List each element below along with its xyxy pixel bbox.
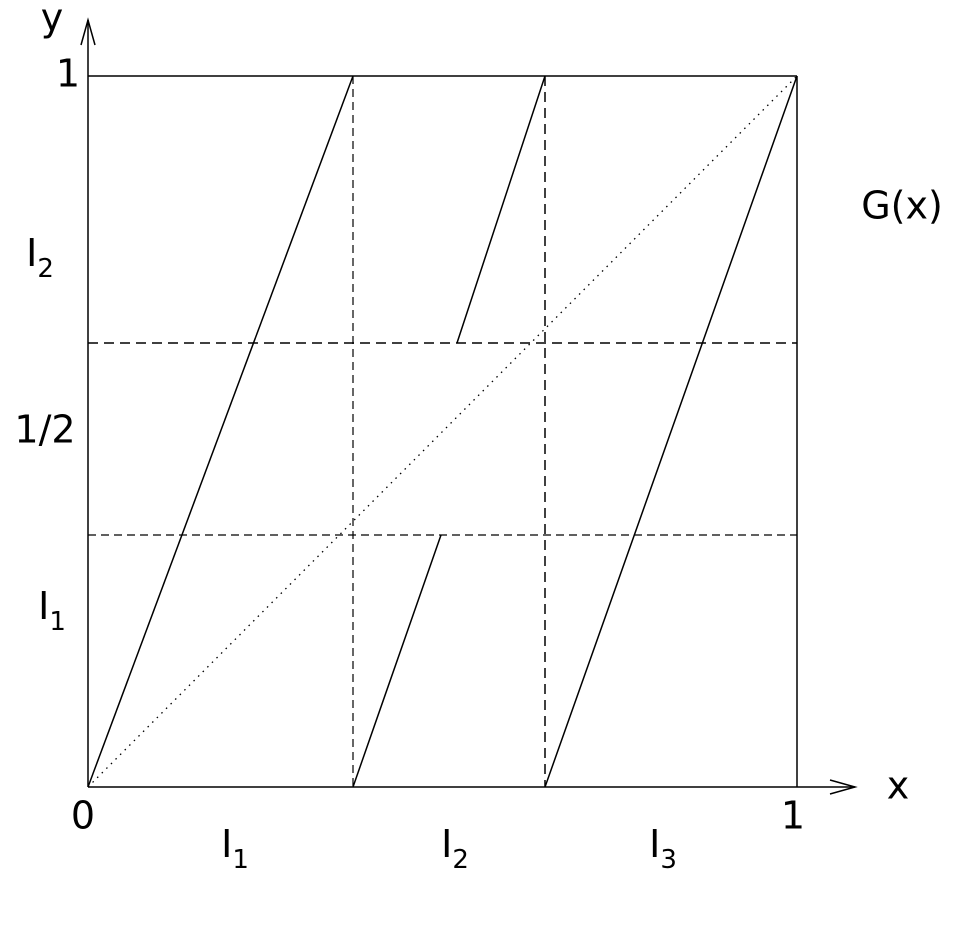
y-arrow	[80, 17, 96, 46]
function-label: G(x)	[861, 184, 943, 228]
interval-label: I1	[221, 822, 249, 875]
diagonal	[87, 75, 798, 788]
graph-piece	[456, 75, 546, 344]
interval-label: I2	[441, 822, 469, 875]
x-tick-label: 1	[781, 794, 805, 838]
interval-label: I3	[649, 822, 677, 875]
y-tick-label: 1	[56, 52, 80, 96]
interval-label: I1	[38, 584, 66, 637]
x-arrow	[829, 779, 858, 795]
x-label: x	[887, 764, 910, 808]
interval-label: I2	[26, 231, 54, 284]
y-label: y	[41, 0, 64, 40]
y-tick-label: 1/2	[14, 408, 75, 452]
graph-piece	[87, 75, 354, 788]
graph-piece	[352, 534, 442, 788]
x-tick-label: 0	[71, 794, 95, 838]
graph-piece	[544, 75, 798, 788]
